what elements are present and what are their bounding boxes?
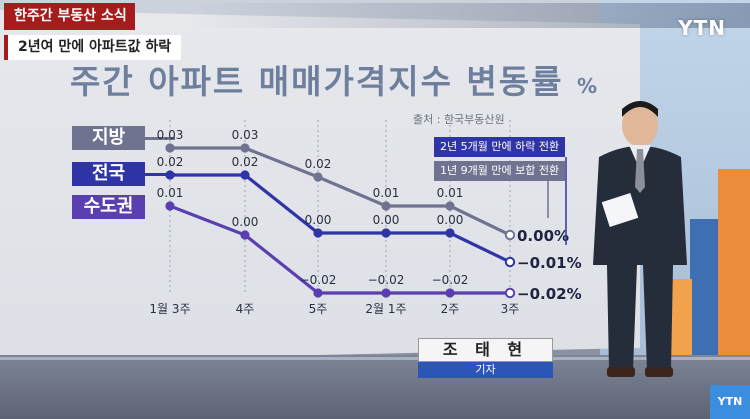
data-label: 0.00: [232, 215, 259, 229]
data-point: [165, 201, 175, 211]
chart-title-text: 주간 아파트 매매가격지수 변동률: [70, 62, 564, 101]
data-point: [313, 228, 323, 238]
data-label: −0.02: [368, 273, 405, 287]
data-point: [504, 256, 516, 268]
legend-regional: 지방: [72, 126, 145, 150]
data-label: 0.03: [157, 128, 184, 142]
data-point: [240, 230, 250, 240]
data-point: [381, 201, 391, 211]
data-point: [504, 287, 516, 299]
x-tick-label: 5주: [309, 302, 328, 316]
data-point: [165, 170, 175, 180]
x-tick-label: 1월 3주: [149, 302, 190, 316]
data-point: [313, 288, 323, 298]
data-label: 0.01: [373, 186, 400, 200]
legend-line-national: [145, 173, 175, 176]
data-point: [165, 143, 175, 153]
data-label: −0.02: [300, 273, 337, 287]
top-ticker-bar: [190, 3, 750, 28]
data-label: 0.02: [305, 157, 332, 171]
data-label: 0.00: [437, 213, 464, 227]
x-tick-label: 2월 1주: [365, 302, 406, 316]
data-point: [445, 201, 455, 211]
data-point: [381, 228, 391, 238]
reporter-name: 조 태 현: [418, 338, 553, 362]
data-point: [240, 170, 250, 180]
data-label: 0.03: [232, 128, 259, 142]
data-label: 0.02: [157, 155, 184, 169]
data-point: [445, 228, 455, 238]
series-line-0: [170, 146, 511, 237]
series-line-1: [170, 173, 511, 264]
legend-national: 전국: [72, 162, 145, 186]
news-banner: 한주간 부동산 소식: [4, 3, 135, 30]
studio-floor-edge: [0, 357, 750, 360]
data-label: −0.02%: [517, 285, 582, 303]
data-point: [504, 229, 516, 241]
data-label: 0.01: [157, 186, 184, 200]
news-headline: 2년여 만에 아파트값 하락: [4, 35, 182, 60]
chart-wall-panel: [0, 10, 640, 362]
data-label: 0.00: [373, 213, 400, 227]
data-label: 0.00%: [517, 227, 569, 245]
data-point: [240, 143, 250, 153]
data-label: −0.02: [432, 273, 469, 287]
x-tick-label: 3주: [501, 302, 520, 316]
chart-title-unit: %: [577, 74, 600, 98]
data-label: 0.01: [437, 186, 464, 200]
x-tick-label: 4주: [236, 302, 255, 316]
channel-logo: YTN: [678, 16, 726, 40]
chart-source: 출처 : 한국부동산원: [413, 113, 505, 126]
data-label: −0.01%: [517, 254, 582, 272]
anchor-person: [593, 101, 687, 377]
data-point: [313, 172, 323, 182]
corner-logo: YTN: [710, 385, 750, 419]
data-point: [445, 288, 455, 298]
backdrop-building: [690, 219, 718, 359]
backdrop-building: [718, 169, 750, 359]
data-label: 0.02: [232, 155, 259, 169]
x-tick-label: 2주: [441, 302, 460, 316]
annotation-national: 2년 5개월 만에 하락 전환: [434, 137, 566, 157]
series-line-2: [169, 204, 510, 295]
reporter-caption: 조 태 현 기자: [418, 338, 553, 378]
legend-capital: 수도권: [72, 195, 145, 219]
data-point: [381, 288, 391, 298]
legend-line-regional: [145, 137, 175, 140]
reporter-title: 기자: [418, 362, 553, 378]
annotation-regional: 1년 9개월 만에 보합 전환: [434, 161, 566, 181]
data-label: 0.00: [305, 213, 332, 227]
chart-title: 주간 아파트 매매가격지수 변동률 %: [70, 55, 599, 103]
